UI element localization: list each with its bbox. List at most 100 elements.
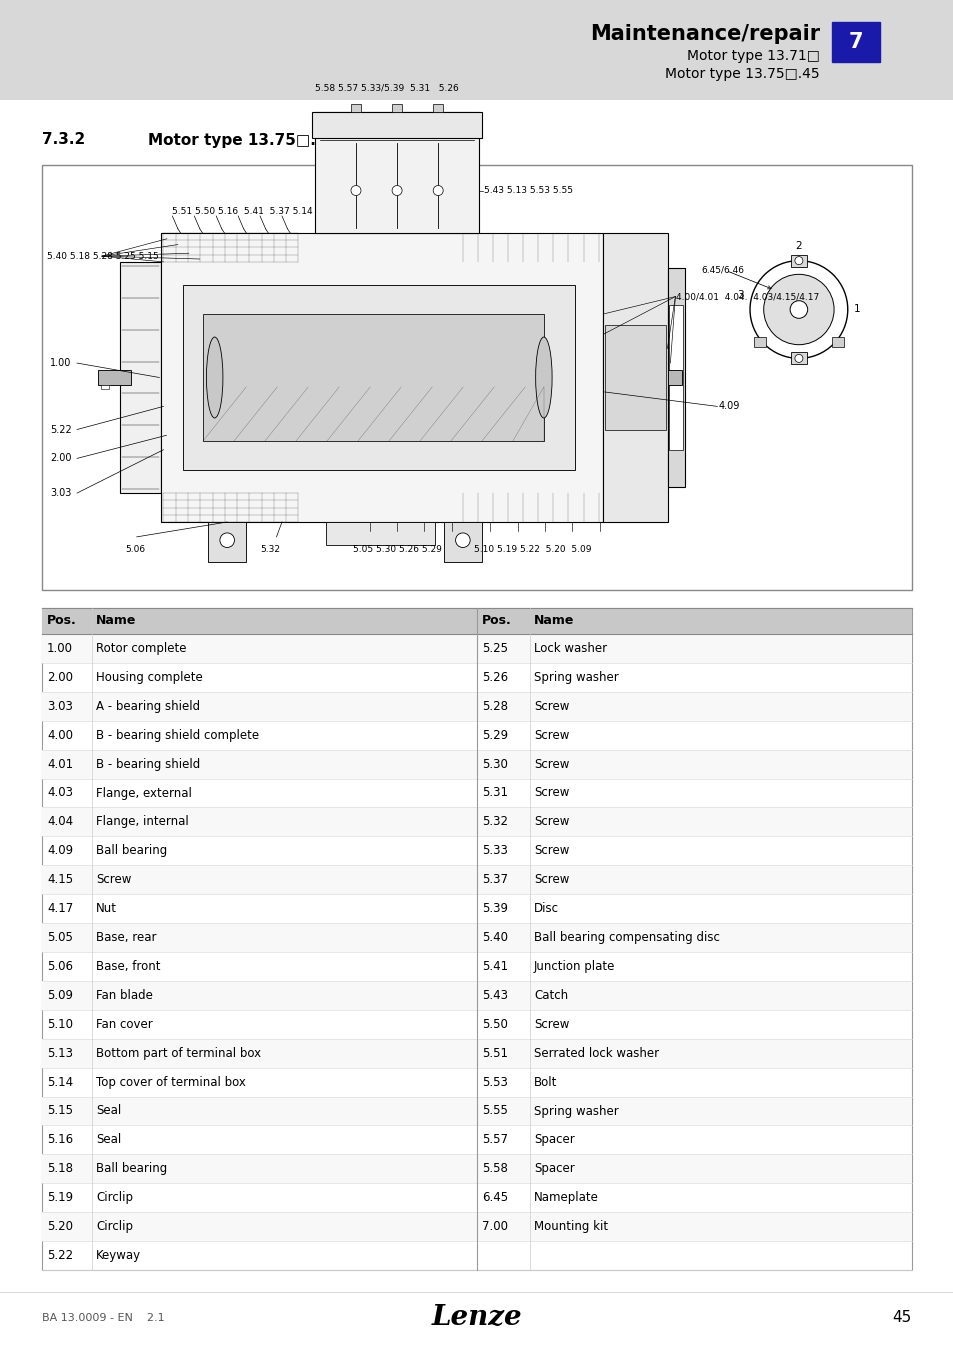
- Text: Screw: Screw: [534, 699, 569, 713]
- Text: 3.03: 3.03: [47, 699, 72, 713]
- Text: A - bearing shield: A - bearing shield: [96, 699, 200, 713]
- Bar: [101, 385, 110, 389]
- Bar: [392, 104, 401, 112]
- Text: Name: Name: [534, 614, 574, 628]
- Bar: [42, 923, 911, 952]
- Text: 4.04: 4.04: [47, 815, 73, 829]
- Text: Disc: Disc: [534, 902, 558, 915]
- Text: Bolt: Bolt: [534, 1076, 557, 1088]
- Bar: [790, 352, 806, 365]
- Text: 7.3.2: 7.3.2: [42, 132, 85, 147]
- Bar: [42, 608, 911, 1270]
- Bar: [161, 234, 602, 522]
- Bar: [351, 104, 360, 112]
- Bar: [443, 522, 481, 563]
- Text: 6.45: 6.45: [481, 1191, 508, 1204]
- Text: 5.13: 5.13: [47, 1046, 73, 1060]
- Bar: [312, 112, 482, 138]
- Bar: [42, 634, 911, 663]
- Circle shape: [749, 261, 847, 358]
- Text: 3.03: 3.03: [50, 489, 71, 498]
- Text: 5.58 5.57 5.33/5.39  5.31   5.26: 5.58 5.57 5.33/5.39 5.31 5.26: [314, 84, 458, 93]
- Text: Keyway: Keyway: [96, 1249, 141, 1262]
- Bar: [669, 305, 682, 450]
- Text: 5.37: 5.37: [481, 873, 507, 886]
- Text: Screw: Screw: [534, 815, 569, 829]
- Bar: [42, 1212, 911, 1241]
- Circle shape: [794, 355, 802, 362]
- Bar: [790, 255, 806, 267]
- Bar: [42, 981, 911, 1010]
- Text: 4.09: 4.09: [47, 844, 73, 857]
- Text: 4.15: 4.15: [47, 873, 73, 886]
- Circle shape: [456, 533, 470, 548]
- Text: Spring washer: Spring washer: [534, 1104, 618, 1118]
- Text: 5.25: 5.25: [481, 643, 507, 655]
- Bar: [42, 608, 911, 634]
- Bar: [433, 104, 443, 112]
- Text: 5.26: 5.26: [481, 671, 508, 684]
- Text: 5.41: 5.41: [481, 960, 508, 973]
- Text: 5.51: 5.51: [481, 1046, 507, 1060]
- Text: 4.01: 4.01: [47, 757, 73, 771]
- Text: 5.19: 5.19: [47, 1191, 73, 1204]
- Text: 5.05 5.30 5.26 5.29: 5.05 5.30 5.26 5.29: [353, 545, 441, 555]
- Text: 5.22: 5.22: [47, 1249, 73, 1262]
- Text: B - bearing shield complete: B - bearing shield complete: [96, 729, 259, 741]
- Text: 2.00: 2.00: [50, 454, 71, 463]
- Text: Nameplate: Nameplate: [534, 1191, 598, 1204]
- Text: Pos.: Pos.: [47, 614, 76, 628]
- Text: 5.14: 5.14: [47, 1076, 73, 1088]
- Text: 5.51 5.50 5.16  5.41  5.37 5.14: 5.51 5.50 5.16 5.41 5.37 5.14: [172, 207, 313, 216]
- Bar: [604, 325, 666, 429]
- Bar: [668, 370, 681, 386]
- Text: 4.03: 4.03: [47, 787, 73, 799]
- Text: Spacer: Spacer: [534, 1162, 574, 1176]
- Text: 5.05: 5.05: [47, 931, 72, 944]
- Text: Lenze: Lenze: [432, 1304, 521, 1331]
- Circle shape: [763, 274, 833, 344]
- Bar: [98, 370, 132, 386]
- Bar: [42, 807, 911, 837]
- Bar: [120, 262, 161, 493]
- Bar: [203, 315, 543, 441]
- Bar: [42, 691, 911, 721]
- Text: Screw: Screw: [534, 757, 569, 771]
- Bar: [831, 338, 843, 347]
- Text: 5.28: 5.28: [481, 699, 507, 713]
- Bar: [326, 522, 435, 545]
- Ellipse shape: [206, 338, 223, 418]
- Text: 5.57: 5.57: [481, 1134, 507, 1146]
- Text: 1: 1: [853, 305, 860, 315]
- Text: 5.39: 5.39: [481, 902, 507, 915]
- Circle shape: [789, 301, 807, 319]
- Text: Name: Name: [96, 614, 136, 628]
- Bar: [42, 1154, 911, 1183]
- Text: 5.40 5.18 5.28 5.25 5.15: 5.40 5.18 5.28 5.25 5.15: [47, 251, 158, 261]
- Text: Top cover of terminal box: Top cover of terminal box: [96, 1076, 246, 1088]
- Text: Screw: Screw: [534, 844, 569, 857]
- Text: 5.55: 5.55: [481, 1104, 507, 1118]
- Bar: [42, 865, 911, 894]
- Text: 5.06: 5.06: [126, 545, 146, 555]
- Text: 4.00: 4.00: [47, 729, 73, 741]
- Bar: [602, 234, 668, 522]
- Text: BA 13.0009 - EN    2.1: BA 13.0009 - EN 2.1: [42, 1314, 165, 1323]
- Text: Flange, internal: Flange, internal: [96, 815, 189, 829]
- Text: 45: 45: [892, 1311, 911, 1326]
- Text: Seal: Seal: [96, 1104, 121, 1118]
- Text: Base, rear: Base, rear: [96, 931, 156, 944]
- Bar: [183, 285, 575, 470]
- Text: Screw: Screw: [534, 873, 569, 886]
- Text: 4.17: 4.17: [47, 902, 73, 915]
- Text: 5.32: 5.32: [481, 815, 507, 829]
- Circle shape: [392, 185, 401, 196]
- Bar: [753, 338, 765, 347]
- Text: 5.43: 5.43: [481, 988, 507, 1002]
- Bar: [42, 749, 911, 779]
- Text: 5.10 5.19 5.22  5.20  5.09: 5.10 5.19 5.22 5.20 5.09: [474, 545, 591, 555]
- Text: 5.18: 5.18: [47, 1162, 73, 1176]
- Text: Screw: Screw: [534, 787, 569, 799]
- Text: 5.10: 5.10: [47, 1018, 73, 1031]
- Text: 5.15: 5.15: [47, 1104, 73, 1118]
